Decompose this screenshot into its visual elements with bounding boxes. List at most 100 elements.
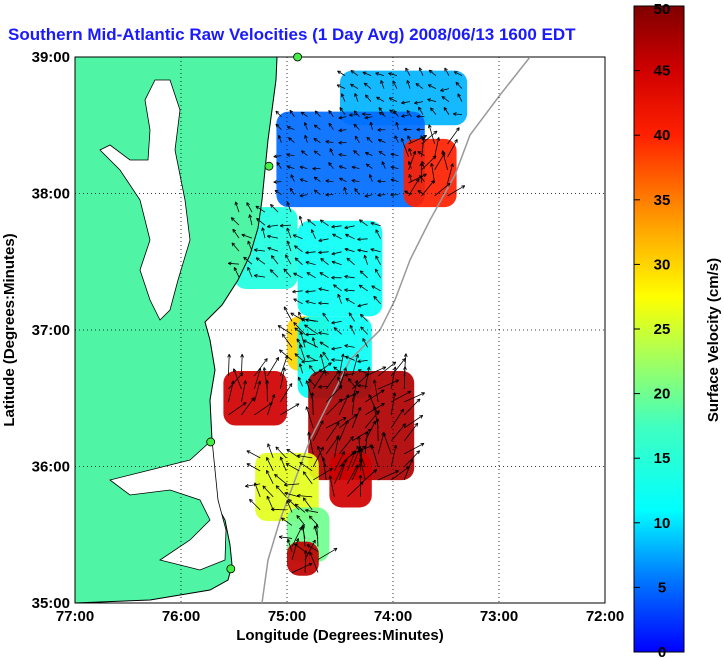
velocity-arrow [453,112,463,116]
velocity-arrow [313,176,321,182]
velocity-arrow [299,178,308,182]
velocity-arrow [306,544,319,552]
velocity-arrow [364,366,371,390]
velocity-arrow [344,225,355,230]
velocity-arrow [328,110,334,117]
grid-lines [74,56,606,604]
velocity-arrow [347,378,355,387]
velocity-cell [403,138,457,208]
colorbar-ticks: 0 5 10 15 20 25 30 35 40 45 50 [634,1,670,659]
velocity-arrow [241,233,253,239]
velocity-arrow [334,451,345,472]
velocity-arrow [317,547,338,560]
velocity-arrow [298,363,303,374]
velocity-arrow [317,445,327,468]
velocity-arrow [266,224,279,229]
velocity-arrow [243,256,253,265]
velocity-arrow [312,420,324,442]
velocity-arrow [300,111,308,117]
velocity-arrow [262,485,274,498]
velocity-field [223,70,468,576]
velocity-arrow [305,332,316,337]
station-marker [206,437,216,447]
colorbar-tick-label: 30 [654,256,671,273]
velocity-arrow [375,72,385,77]
velocity-arrow [362,112,372,116]
velocity-arrow [455,81,463,89]
velocity-cell [308,370,415,481]
velocity-arrow [360,326,368,335]
velocity-arrow [304,134,308,143]
colorbar-label: Surface Velocity (cm/s) [705,258,722,422]
colorbar-tick-label: 35 [654,192,671,209]
velocity-arrow [441,150,448,171]
velocity-arrow [280,367,286,390]
velocity-arrow [406,79,411,89]
velocity-vectors [227,67,466,573]
velocity-arrow [253,248,266,252]
velocity-arrow [296,493,313,498]
velocity-arrow [434,137,441,157]
velocity-arrow [375,418,380,441]
velocity-arrow [368,394,379,416]
velocity-arrow [331,260,342,266]
velocity-arrow [430,162,435,183]
velocity-arrow [296,515,306,526]
x-tick-label: 75:00 [268,608,306,625]
velocity-arrow [377,139,386,143]
velocity-arrow [293,298,303,305]
velocity-arrow [313,138,321,143]
velocity-arrow [404,392,425,403]
velocity-arrow [299,165,308,170]
velocity-arrow [245,483,261,488]
velocity-arrow [403,398,421,416]
velocity-arrow [292,234,303,240]
velocity-arrow [443,107,450,115]
velocity-arrow [334,463,345,485]
velocity-arrow [291,538,300,560]
velocity-arrow [307,219,316,227]
velocity-arrow [294,353,303,361]
velocity-arrow [440,88,450,92]
velocity-arrow [393,110,399,117]
velocity-arrow [403,127,412,132]
velocity-arrow [428,69,437,76]
chesapeake-bay [99,79,191,321]
velocity-arrow [390,423,406,442]
velocity-arrow [347,445,367,459]
velocity-arrow [365,163,373,169]
velocity-arrow [370,445,379,468]
velocity-arrow [266,495,274,511]
velocity-arrow [248,214,253,226]
velocity-arrow [358,284,368,292]
velocity-arrow [240,354,244,376]
velocity-arrow [285,463,300,472]
velocity-arrow [351,392,357,415]
velocity-arrow [338,353,345,377]
velocity-arrow [364,389,385,403]
velocity-arrow [309,551,319,573]
velocity-arrow [325,370,340,390]
velocity-arrow [344,288,355,293]
velocity-arrow [350,70,359,76]
velocity-arrow [231,242,240,252]
velocity-arrow [325,192,334,197]
velocity-arrow [401,114,411,118]
y-tick-label: 39:00 [32,49,70,66]
velocity-arrow [357,303,368,308]
velocity-arrow [261,227,266,239]
velocity-arrow [283,482,300,487]
velocity-arrow [447,139,458,158]
velocity-arrow [359,313,368,322]
velocity-arrow [270,203,279,213]
colorbar-tick-label: 45 [654,63,671,80]
velocity-arrow [378,107,385,115]
velocity-arrow [270,507,287,512]
velocity-arrow [337,70,346,76]
velocity-arrow [404,190,412,195]
velocity-arrow [407,135,412,143]
velocity-arrow [339,177,347,182]
velocity-arrow [318,301,329,306]
velocity-arrow [403,450,421,468]
velocity-arrow [322,312,329,322]
